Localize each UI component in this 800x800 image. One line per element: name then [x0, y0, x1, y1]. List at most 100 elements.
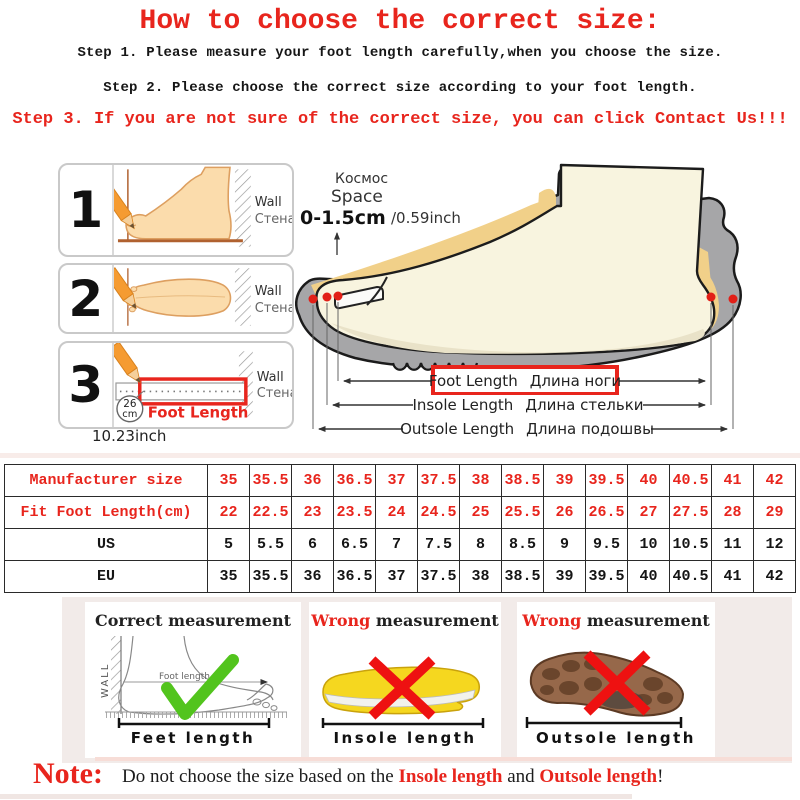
step1-text: Step 1. Please measure your foot length …: [77, 45, 723, 61]
size-cell: 23.5: [333, 496, 376, 529]
size-cell: 6: [291, 528, 334, 561]
divider-strip: [0, 794, 632, 799]
size-cell: 11: [711, 528, 754, 561]
size-cell: 41: [711, 560, 754, 593]
wall-hatch: [234, 169, 251, 247]
size-cell: 24.5: [417, 496, 460, 529]
foot-length-label: Foot Length: [147, 404, 248, 422]
size-cell: 41: [711, 464, 754, 497]
size-cell: 40.5: [669, 464, 712, 497]
wrong-outsole-panel: Wrong measurement Outsole length: [517, 602, 715, 758]
size-cell: 38: [459, 464, 502, 497]
size-cell: 37: [375, 560, 418, 593]
toe-cap: [334, 285, 384, 310]
foot-length-row-box: [431, 365, 619, 396]
size-cell: 35.5: [249, 560, 292, 593]
size-cell: 5: [207, 528, 250, 561]
size-cell: 22: [207, 496, 250, 529]
length-bracket: [525, 717, 683, 728]
size-cell: 22.5: [249, 496, 292, 529]
size-row-label: Manufacturer size: [4, 464, 208, 497]
check-icon: [161, 654, 239, 720]
cross-icon: [368, 656, 436, 720]
panel-caption: Feet length: [130, 729, 256, 747]
size-cell: 8.5: [501, 528, 544, 561]
size-cell: 9.5: [585, 528, 628, 561]
wrong-insole-panel: Wrong measurement Insole length: [309, 602, 501, 758]
inches-label: 10.23inch: [92, 427, 167, 445]
outsole-illustration: [525, 650, 685, 728]
foot-side-view: [124, 166, 232, 240]
size-cell: 36: [291, 560, 334, 593]
panel-title: Wrong measurement: [311, 611, 499, 630]
size-cell: 36.5: [333, 560, 376, 593]
insole-illustration: [321, 656, 485, 728]
measure-point-dots: [308, 291, 738, 304]
foot-length-inner-label: Foot length: [159, 672, 210, 682]
size-cell: 10.5: [669, 528, 712, 561]
size-cell: 24: [375, 496, 418, 529]
size-cell: 5.5: [249, 528, 292, 561]
size-cell: 27.5: [669, 496, 712, 529]
step-number-3: 3: [60, 343, 114, 427]
size-cell: 38.5: [501, 464, 544, 497]
measured-value-circle: [115, 395, 143, 423]
size-row-label: Fit Foot Length(cm): [4, 496, 208, 529]
note-label: Note:: [33, 757, 103, 790]
size-cell: 25.5: [501, 496, 544, 529]
size-cell: 9: [543, 528, 586, 561]
measure-step-1: 1 Wall Стена: [58, 163, 294, 257]
size-cell: 36: [291, 464, 334, 497]
size-cell: 42: [753, 464, 796, 497]
step2-text: Step 2. Please choose the correct size a…: [103, 80, 697, 96]
divider-strip: [95, 757, 792, 761]
size-cell: 25: [459, 496, 502, 529]
page-title: How to choose the correct size:: [139, 6, 661, 37]
size-cell: 39.5: [585, 464, 628, 497]
panel-caption: Outsole length: [536, 729, 696, 747]
foot-top-measure-illustration: Wall Стена: [113, 267, 292, 326]
step3-text: Step 3. If you are not sure of the corre…: [12, 110, 788, 129]
step-number-2: 2: [60, 265, 114, 332]
space-range-inch: /0.59inch: [391, 209, 461, 227]
table-row: Fit Foot Length(cm) 22 22.5 23 23.5 24 24.5 25 2…: [4, 496, 796, 529]
size-cell: 39: [543, 464, 586, 497]
wall-label-ru: Стена: [254, 301, 292, 316]
wall-label-en: Wall: [254, 284, 281, 299]
table-row: US 5 5.5 6 6.5 7 7.5 8 8.5 9 9.5 10 10.5 11 12: [4, 528, 796, 561]
size-cell: 42: [753, 560, 796, 593]
note-text: Do not choose the size based on the Inso…: [122, 766, 664, 787]
panel-caption: Insole length: [333, 729, 477, 747]
size-row-label: US: [4, 528, 208, 561]
shoe-illustration: [295, 163, 742, 372]
size-cell: 23: [291, 496, 334, 529]
wall-label-en: Wall: [256, 370, 283, 385]
wall-hatch: [234, 268, 251, 326]
size-cell: 12: [753, 528, 796, 561]
size-cell: 35.5: [249, 464, 292, 497]
size-table: Manufacturer size 35 35.5 36 36.5 37 37.5 38 38.…: [4, 464, 796, 593]
vamp-seam: [366, 276, 388, 306]
insole-length-row-bg: [413, 395, 643, 415]
size-cell: 27: [627, 496, 670, 529]
panel-title: Wrong measurement: [522, 611, 710, 630]
size-cell: 40: [627, 464, 670, 497]
ruler-measure-illustration: 26 cm Foot Length Wall Стена: [113, 343, 292, 423]
measure-drop-lines: [312, 302, 734, 429]
space-label-en: Space: [331, 187, 383, 207]
size-cell: 35: [207, 560, 250, 593]
table-row: EU 35 35.5 36 36.5 37 37.5 38 38.5 39 39.5 40 40.5 41…: [4, 560, 796, 593]
size-cell: 26: [543, 496, 586, 529]
size-cell: 39.5: [585, 560, 628, 593]
size-cell: 40.5: [669, 560, 712, 593]
size-cell: 8: [459, 528, 502, 561]
wall-vertical-label: WALL: [100, 663, 111, 698]
size-cell: 7: [375, 528, 418, 561]
wall-label-ru: Стена: [254, 212, 292, 227]
length-bracket: [117, 718, 271, 728]
outsole-length-row-bg: [403, 419, 651, 439]
panel-title: Correct measurement: [94, 611, 291, 630]
ground-ruler: [105, 712, 287, 718]
wall-label-en: Wall: [254, 195, 281, 210]
